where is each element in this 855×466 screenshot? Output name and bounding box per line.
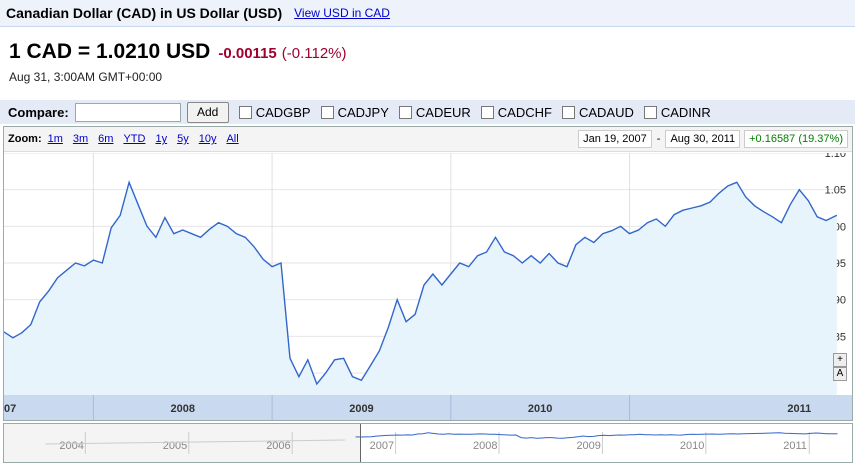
zoom-bar: Zoom: 1m 3m 6m YTD 1y 5y 10y All Jan 19, 2007 -… <box>4 127 852 152</box>
zoom-1m[interactable]: 1m <box>47 133 63 145</box>
navigator-year-label: 2009 <box>576 440 600 452</box>
chart-frame: Zoom: 1m 3m 6m YTD 1y 5y 10y All Jan 19, 2007 -… <box>3 126 853 421</box>
compare-currency-label: CADJPY <box>337 104 389 120</box>
rate-change-percent: (-0.112%) <box>281 45 347 62</box>
zoom-10y[interactable]: 10y <box>198 133 217 145</box>
navigator-year-label: 2005 <box>163 440 187 452</box>
zoom-3m[interactable]: 3m <box>72 133 89 145</box>
zoom-options: 1m 3m 6m YTD 1y 5y 10y All <box>48 133 249 145</box>
navigator-chart: 2004 2005 2006 2007 2008 2009 2010 2011 <box>4 424 838 462</box>
compare-cadinr[interactable]: CADINR <box>643 104 711 120</box>
navigator-year-label: 2004 <box>59 440 83 452</box>
compare-cadchf[interactable]: CADCHF <box>480 104 552 120</box>
compare-bar: Compare: Add CADGBP CADJPY CADEUR CADCHF CAD… <box>0 100 855 124</box>
zoom-6m[interactable]: 6m <box>98 133 114 145</box>
navigator-year-label: 2006 <box>266 440 290 452</box>
add-button[interactable]: Add <box>186 101 229 123</box>
compare-currency-list: CADGBP CADJPY CADEUR CADCHF CADAUD CADINR <box>229 105 711 120</box>
navigator-year-label: 2008 <box>473 440 497 452</box>
series-area <box>4 182 837 395</box>
compare-label: Compare: <box>8 104 69 120</box>
compare-input[interactable] <box>74 102 181 122</box>
rate-change: -0.00115 <box>218 45 277 62</box>
zoom-all[interactable]: All <box>226 133 239 145</box>
compare-cadjpy[interactable]: CADJPY <box>320 104 389 120</box>
compare-currency-label: CADGBP <box>255 104 311 120</box>
quote-line: 1 CAD = 1.0210 USD -0.00115 (-0.112%) <box>9 40 347 64</box>
x-tick-label: 2009 <box>349 403 373 415</box>
title-bar: Canadian Dollar (CAD) in US Dollar (USD)… <box>0 0 855 27</box>
zoom-label: Zoom: <box>8 133 42 145</box>
checkbox-cadaud[interactable] <box>561 105 575 119</box>
x-tick-label: 2010 <box>528 403 552 415</box>
navigator-history-line <box>45 439 346 445</box>
quote-timestamp: Aug 31, 3:00AM GMT+00:00 <box>9 70 163 84</box>
date-range: Jan 19, 2007 - Aug 30, 2011 +0.16587 (19… <box>578 130 848 148</box>
compare-currency-label: CADEUR <box>415 104 471 120</box>
y-tick-label: 1.05 <box>825 185 846 197</box>
compare-currency-label: CADINR <box>660 104 711 120</box>
rate-chart[interactable]: 0.800.850.900.951.001.051.10200720082009… <box>4 153 852 420</box>
chart-zoom-controls: + A <box>833 353 847 381</box>
checkbox-cadjpy[interactable] <box>320 105 334 119</box>
range-end-date[interactable]: Aug 30, 2011 <box>665 130 741 148</box>
exchange-rate: 1 CAD = 1.0210 USD <box>9 40 211 63</box>
navigator-year-label: 2011 <box>783 440 807 452</box>
view-usd-in-cad-link[interactable]: View USD in CAD <box>294 6 390 20</box>
checkbox-cadgbp[interactable] <box>238 105 252 119</box>
page-title: Canadian Dollar (CAD) in US Dollar (USD) <box>6 5 283 21</box>
x-tick-label: 2007 <box>4 403 16 415</box>
navigator-dim-area <box>4 424 360 462</box>
zoom-in-button[interactable]: + <box>833 353 847 367</box>
zoom-1y[interactable]: 1y <box>155 133 168 145</box>
range-gain: +0.16587 (19.37%) <box>744 130 848 148</box>
navigator-year-label: 2007 <box>370 440 394 452</box>
compare-cadgbp[interactable]: CADGBP <box>238 104 311 120</box>
checkbox-cadchf[interactable] <box>480 105 494 119</box>
navigator-year-label: 2010 <box>680 440 704 452</box>
navigator-selection-window[interactable] <box>360 424 852 462</box>
compare-currency-label: CADAUD <box>578 104 634 120</box>
compare-cadeur[interactable]: CADEUR <box>398 104 471 120</box>
timeline-navigator[interactable]: 2004 2005 2006 2007 2008 2009 2010 2011 <box>3 423 853 463</box>
compare-currency-label: CADCHF <box>497 104 552 120</box>
compare-cadaud[interactable]: CADAUD <box>561 104 634 120</box>
x-tick-label: 2011 <box>787 403 811 415</box>
range-separator: - <box>656 133 661 145</box>
x-tick-label: 2008 <box>170 403 194 415</box>
y-tick-label: 1.10 <box>825 153 846 160</box>
zoom-5y[interactable]: 5y <box>177 133 189 145</box>
x-axis-strip <box>4 395 852 420</box>
range-start-date[interactable]: Jan 19, 2007 <box>578 130 652 148</box>
checkbox-cadinr[interactable] <box>643 105 657 119</box>
checkbox-cadeur[interactable] <box>398 105 412 119</box>
series-line <box>4 180 838 386</box>
zoom-ytd[interactable]: YTD <box>123 133 146 145</box>
zoom-out-button[interactable]: A <box>833 367 847 381</box>
navigator-series-line <box>355 432 838 439</box>
